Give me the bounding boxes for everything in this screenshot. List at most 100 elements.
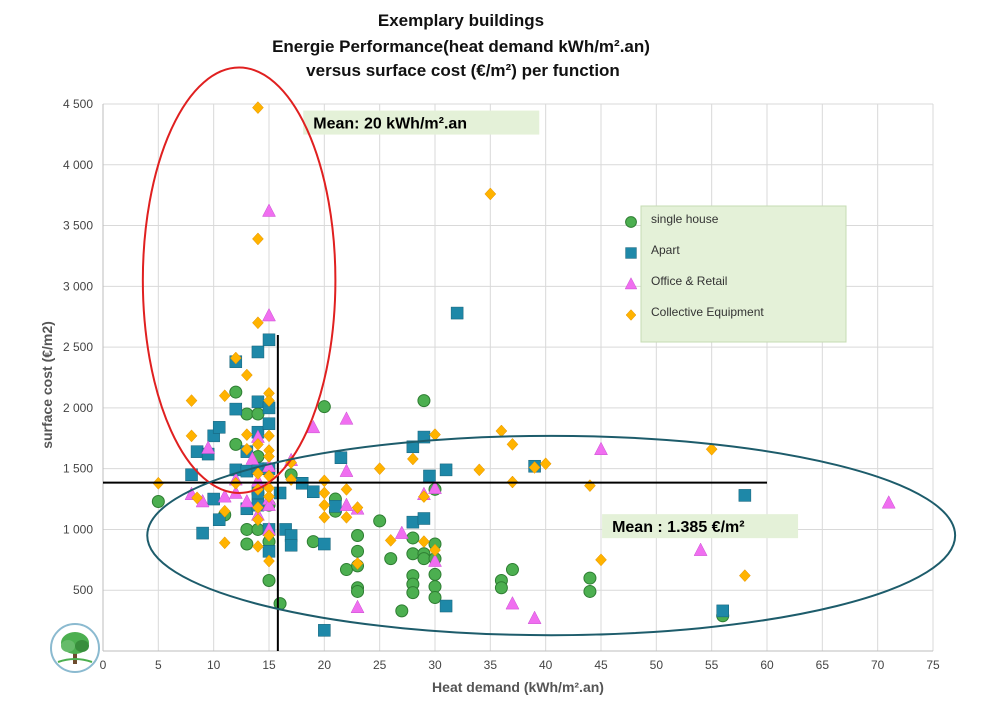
data-point (284, 538, 298, 552)
data-point (201, 440, 216, 454)
y-axis-ticks: 500 1 000 1 500 2 000 2 500 3 000 3 500 4 000 4 … (63, 97, 93, 597)
data-point (351, 557, 364, 570)
legend-label: Collective Equipment (651, 305, 764, 319)
data-point (191, 491, 203, 505)
data-point (423, 469, 436, 483)
y-tick-label: 4 000 (63, 158, 93, 172)
data-point (384, 552, 398, 566)
data-point (351, 529, 365, 543)
legend-box (640, 205, 847, 343)
data-point (340, 510, 353, 524)
x-tick-label: 45 (594, 658, 608, 672)
data-point (527, 610, 542, 624)
data-point (693, 542, 708, 556)
data-point (317, 400, 331, 414)
data-point (263, 394, 275, 407)
x-tick-label: 30 (428, 658, 442, 672)
tree-logo (50, 623, 100, 673)
data-point (340, 482, 353, 496)
data-point (241, 368, 253, 382)
data-point (351, 501, 364, 514)
x-tick-label: 20 (318, 658, 332, 672)
data-point (450, 306, 464, 320)
data-point (262, 573, 276, 587)
data-point (339, 563, 353, 577)
data-point (738, 489, 752, 502)
data-point (407, 452, 419, 466)
data-point (218, 536, 231, 550)
mean-annotation-box (303, 110, 540, 135)
data-point (339, 463, 354, 477)
data-point (528, 461, 541, 474)
data-point (229, 351, 242, 365)
x-tick-label: 10 (207, 658, 221, 672)
mean-reference-lines (103, 334, 767, 651)
data-point (306, 535, 320, 549)
x-tick-label: 65 (816, 658, 830, 672)
x-tick-label: 50 (650, 658, 664, 672)
data-point (417, 552, 431, 566)
highlight-ellipse-1 (146, 434, 957, 637)
legend-marker (625, 216, 637, 228)
data-point (263, 490, 275, 503)
data-point (218, 504, 231, 518)
data-point (240, 407, 254, 421)
data-point (739, 569, 751, 583)
data-point (428, 591, 442, 605)
y-tick-label: 2 000 (63, 401, 93, 415)
legend-label: Apart (651, 243, 680, 257)
data-point (207, 492, 220, 506)
data-point (252, 467, 264, 480)
data-point (240, 522, 254, 536)
data-point (262, 203, 276, 217)
data-point (595, 553, 607, 567)
data-point (185, 394, 198, 407)
data-point (373, 462, 386, 476)
x-tick-label: 15 (262, 658, 276, 672)
data-point (239, 493, 254, 508)
data-point (334, 451, 348, 464)
data-point (428, 580, 442, 594)
series-1 (185, 306, 752, 637)
data-point (262, 497, 276, 511)
legend-marker (624, 277, 638, 290)
data-point (428, 567, 442, 581)
data-point (252, 513, 264, 527)
data-point (318, 624, 331, 637)
mean-annotations: Mean: 20 kWh/m².an Mean : 1.385 €/m² (303, 110, 799, 539)
data-point (252, 540, 264, 553)
data-point (218, 389, 231, 403)
data-point (339, 411, 354, 425)
data-point (429, 543, 441, 557)
y-tick-label: 500 (73, 583, 93, 597)
data-point (583, 571, 597, 585)
chart-title-line-2: Energie Performance(heat demand kWh/m².a… (272, 37, 650, 56)
data-point (329, 500, 342, 513)
data-point (263, 529, 275, 542)
data-point (505, 563, 519, 577)
data-point (263, 554, 275, 568)
data-point (229, 402, 243, 416)
data-point (262, 333, 276, 347)
data-point (384, 534, 397, 547)
y-axis-label: surface cost (€/m2) (39, 321, 55, 449)
data-point (251, 345, 265, 359)
data-point (262, 417, 276, 430)
data-point (418, 490, 430, 503)
x-tick-label: 25 (373, 658, 387, 672)
data-point (417, 512, 431, 525)
data-point (439, 599, 453, 613)
x-tick-label: 35 (484, 658, 498, 672)
y-tick-label: 3 000 (63, 279, 93, 293)
data-point (406, 515, 420, 529)
x-tick-label: 5 (155, 658, 162, 672)
data-point (716, 604, 729, 618)
data-point (229, 385, 243, 399)
data-point (594, 441, 608, 455)
y-tick-label: 2 500 (63, 340, 93, 354)
data-point (428, 480, 442, 494)
data-point (439, 463, 453, 477)
data-point (395, 604, 409, 618)
legend-marker (625, 309, 637, 321)
data-point (273, 486, 287, 500)
